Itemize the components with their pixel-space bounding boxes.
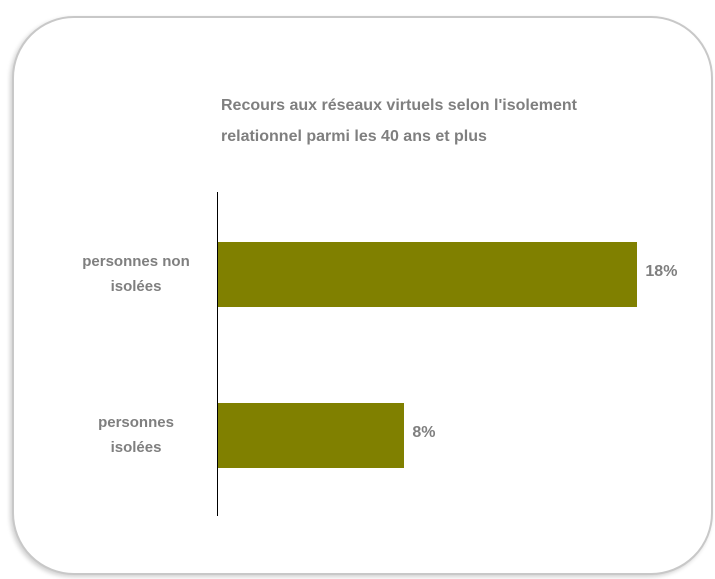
- category-label-isolated: personnes isolées: [46, 410, 226, 460]
- chart-title-line-2: relationnel parmi les 40 ans et plus: [221, 128, 487, 145]
- category-label-non-isolated: personnes non isolées: [46, 249, 226, 299]
- chart-title: Recours aux réseaux virtuels selon l'iso…: [221, 90, 691, 152]
- category-label-line: personnes non: [82, 253, 190, 270]
- data-label-non-isolated: 18%: [645, 263, 678, 280]
- data-label-isolated: 8%: [412, 424, 436, 441]
- category-label-line: isolées: [110, 278, 162, 295]
- bar-non-isolated: [218, 242, 638, 307]
- category-label-line: isolées: [110, 439, 162, 456]
- chart-title-line-1: Recours aux réseaux virtuels selon l'iso…: [221, 97, 577, 114]
- category-label-line: personnes: [98, 414, 174, 431]
- bar-isolated: [218, 403, 405, 468]
- category-axis-line: [217, 192, 218, 516]
